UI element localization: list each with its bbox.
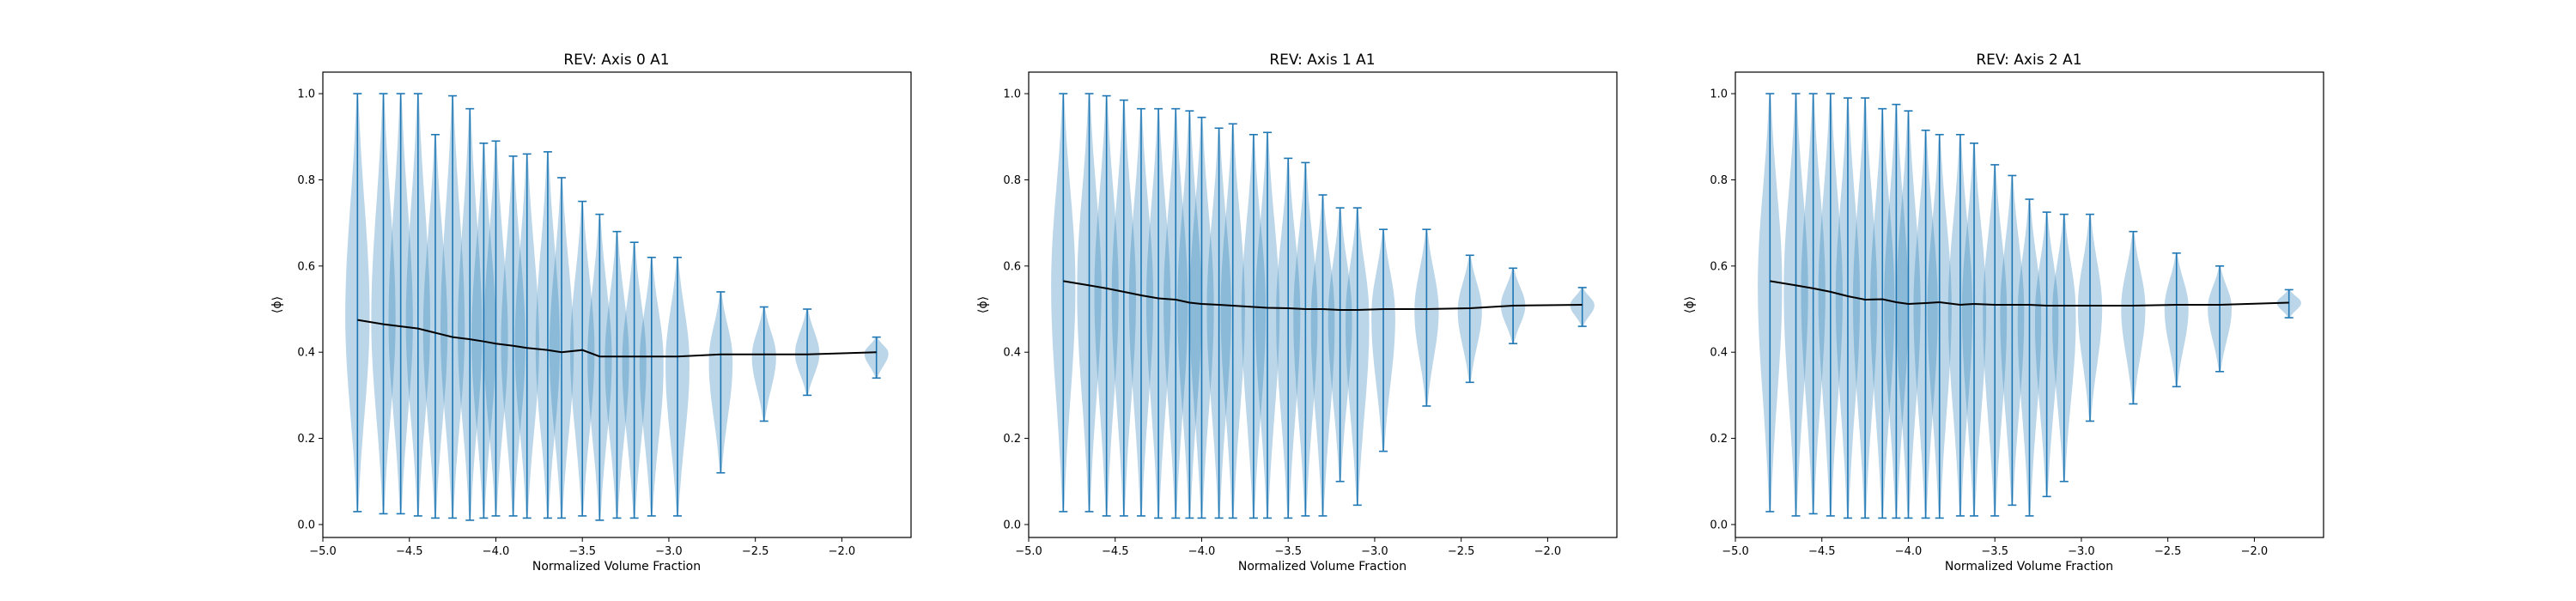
y-tick-label: 0.8 xyxy=(297,174,315,187)
subplot-title: REV: Axis 0 A1 xyxy=(563,52,669,69)
y-tick-label: 1.0 xyxy=(1003,88,1021,101)
x-axis-label: Normalized Volume Fraction xyxy=(1945,560,2113,574)
y-tick-label: 0.8 xyxy=(1710,174,1728,187)
x-tick-label: −2.5 xyxy=(2154,545,2182,558)
subplot-axis-1: REV: Axis 1 A1 Normalized Volume Fractio… xyxy=(976,52,1618,574)
y-tick-label: 0.2 xyxy=(1710,433,1728,446)
y-tick-label: 0.0 xyxy=(1003,519,1021,531)
plot-area xyxy=(1051,93,1595,519)
y-tick-label: 0.8 xyxy=(1003,174,1021,187)
x-tick-label: −2.0 xyxy=(1534,545,1562,558)
x-tick-label: −3.0 xyxy=(655,545,683,558)
x-tick-label: −4.0 xyxy=(1895,545,1923,558)
x-tick-label: −3.5 xyxy=(1274,545,1302,558)
y-axis-label: ⟨ϕ⟩ xyxy=(976,296,990,313)
x-axis-label: Normalized Volume Fraction xyxy=(532,560,701,574)
x-tick-label: −3.5 xyxy=(568,545,596,558)
axes-frame xyxy=(1735,71,2324,538)
y-tick-label: 0.2 xyxy=(1003,433,1021,446)
y-axis-label: ⟨ϕ⟩ xyxy=(1683,296,1697,313)
subplot-title: REV: Axis 1 A1 xyxy=(1269,52,1375,69)
x-tick-label: −5.0 xyxy=(1722,545,1749,558)
y-tick-label: 0.4 xyxy=(1710,347,1728,360)
x-tick-label: −2.0 xyxy=(829,545,856,558)
x-tick-label: −5.0 xyxy=(1015,545,1042,558)
x-axis-label: Normalized Volume Fraction xyxy=(1238,560,1406,574)
plot-area xyxy=(345,93,889,521)
x-tick-label: −2.0 xyxy=(2241,545,2269,558)
y-tick-label: 0.6 xyxy=(1003,260,1021,273)
mean-line xyxy=(1770,280,2289,307)
x-tick-label: −4.0 xyxy=(483,545,510,558)
plot-area xyxy=(1758,93,2301,519)
mean-line xyxy=(357,319,877,358)
x-tick-label: −4.5 xyxy=(396,545,423,558)
y-tick-label: 0.6 xyxy=(1710,260,1728,273)
x-tick-label: −2.5 xyxy=(742,545,769,558)
x-tick-label: −5.0 xyxy=(309,545,337,558)
subplot-axis-0: REV: Axis 0 A1 Normalized Volume Fractio… xyxy=(270,52,912,574)
y-tick-label: 1.0 xyxy=(297,88,315,101)
subplot-axis-2: REV: Axis 2 A1 Normalized Volume Fractio… xyxy=(1683,52,2324,574)
subplot-title: REV: Axis 2 A1 xyxy=(1976,52,2081,69)
y-tick-label: 0.4 xyxy=(297,347,315,360)
y-tick-label: 1.0 xyxy=(1710,88,1728,101)
mean-line xyxy=(1063,280,1583,311)
axes-frame xyxy=(1028,71,1618,538)
y-tick-label: 0.4 xyxy=(1003,347,1021,360)
y-tick-label: 0.2 xyxy=(297,433,315,446)
x-tick-label: −3.5 xyxy=(1981,545,2008,558)
axes-frame xyxy=(322,71,912,538)
x-tick-label: −2.5 xyxy=(1448,545,1475,558)
y-tick-label: 0.6 xyxy=(297,260,315,273)
x-tick-label: −4.0 xyxy=(1188,545,1216,558)
x-tick-label: −3.0 xyxy=(1361,545,1388,558)
y-axis-label: ⟨ϕ⟩ xyxy=(270,296,284,313)
x-tick-label: −4.5 xyxy=(1102,545,1129,558)
x-tick-label: −3.0 xyxy=(2068,545,2095,558)
y-tick-label: 0.0 xyxy=(297,519,315,531)
y-tick-label: 0.0 xyxy=(1710,519,1728,531)
x-tick-label: −4.5 xyxy=(1808,545,1836,558)
